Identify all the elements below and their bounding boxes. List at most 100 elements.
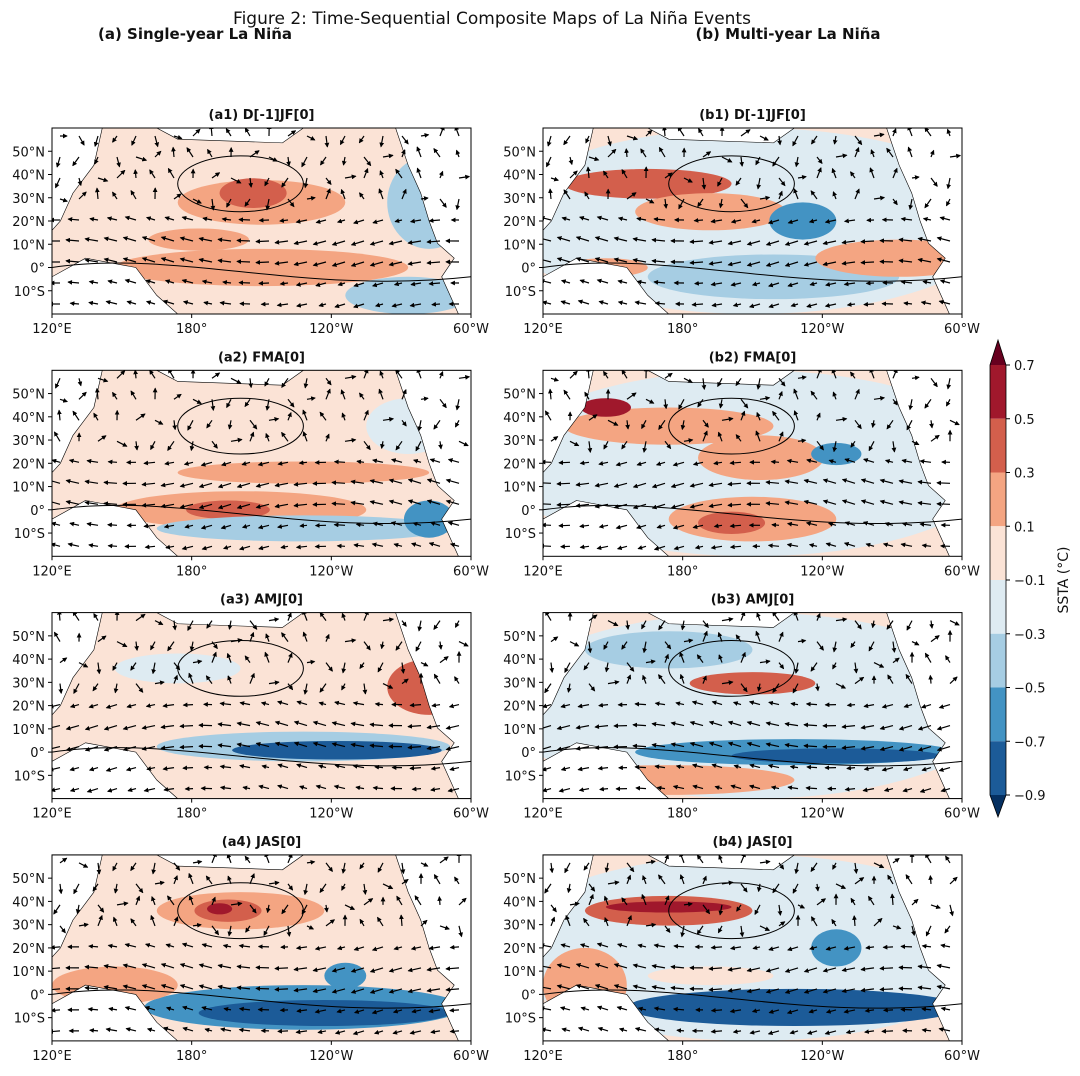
wind-arrow — [183, 705, 193, 706]
wind-arrow — [635, 767, 646, 768]
x-tick-label: 60°W — [453, 807, 489, 822]
y-tick-label: 0° — [30, 262, 45, 277]
wind-arrow — [135, 170, 136, 178]
wind-arrow — [89, 946, 98, 947]
wind-arrow — [633, 725, 646, 726]
x-tick-label: 180° — [667, 322, 698, 337]
x-tick-label: 60°W — [944, 1049, 980, 1064]
ssta-contour — [677, 1004, 928, 1023]
wind-arrow — [183, 768, 193, 769]
wind-arrow — [335, 462, 345, 463]
x-tick-label: 60°W — [453, 322, 489, 337]
colorbar-tick-label: −0.5 — [1014, 682, 1046, 697]
colorbar-segment — [990, 634, 1006, 688]
colorbar-extend — [990, 340, 1006, 365]
ssta-contour — [690, 672, 816, 694]
wind-arrow — [848, 705, 855, 706]
map — [10, 852, 513, 1041]
colorbar-label: SSTA (°C) — [1056, 547, 1072, 614]
wind-arrow — [450, 1010, 459, 1011]
y-tick-label: 40°N — [503, 895, 536, 910]
x-tick-label: 180° — [667, 564, 698, 579]
panel-title: (b2) FMA[0] — [709, 350, 797, 365]
y-tick-label: 40°N — [503, 169, 536, 184]
wind-arrow — [807, 767, 817, 768]
wind-arrow — [626, 149, 627, 157]
map — [501, 853, 1004, 1041]
wind-arrow — [108, 462, 117, 463]
colorbar-tick-label: −0.7 — [1014, 735, 1046, 750]
wind-arrow — [861, 262, 874, 263]
colorbar-tick-label: 0.5 — [1014, 413, 1035, 428]
y-tick-label: 10°S — [14, 285, 45, 300]
wind-arrow — [90, 1030, 98, 1031]
wind-arrow — [439, 897, 440, 905]
y-tick-label: 50°N — [503, 145, 536, 160]
x-tick-label: 120°W — [309, 564, 353, 579]
colorbar-segment — [990, 473, 1006, 527]
figure-title: Figure 2: Time-Sequential Composite Maps… — [233, 9, 751, 29]
map — [501, 126, 1004, 314]
wind-arrow — [930, 676, 931, 684]
map — [10, 369, 513, 557]
ssta-contour — [199, 1000, 450, 1026]
wind-arrow — [694, 220, 703, 221]
map — [10, 610, 513, 798]
x-tick-label: 120°W — [309, 1049, 353, 1064]
x-tick-label: 180° — [176, 1049, 207, 1064]
wind-arrow — [692, 304, 703, 305]
colorbar-segment — [990, 688, 1006, 742]
colorbar-tick-label: 0.3 — [1014, 467, 1035, 482]
x-tick-label: 180° — [176, 322, 207, 337]
y-tick-label: 0° — [30, 988, 45, 1003]
wind-arrow — [70, 303, 79, 304]
wind-arrow — [633, 746, 646, 747]
wind-arrow — [299, 462, 307, 463]
wind-arrow — [334, 525, 345, 526]
wind-arrow — [180, 726, 193, 727]
wind-arrow — [450, 947, 459, 948]
wind-arrow — [559, 462, 570, 463]
wind-arrow — [375, 767, 383, 768]
x-tick-label: 120°W — [800, 564, 844, 579]
colorbar-segment — [990, 580, 1006, 634]
y-tick-label: 10°N — [12, 481, 45, 496]
x-tick-label: 120°E — [32, 807, 72, 822]
wind-arrow — [538, 483, 551, 484]
wind-arrow — [557, 483, 570, 484]
ssta-contour — [324, 963, 366, 989]
colorbar-segment — [990, 526, 1006, 580]
wind-arrow — [51, 1010, 60, 1011]
wind-arrow — [332, 482, 345, 483]
y-tick-label: 0° — [30, 504, 45, 519]
colorbar-segment — [990, 365, 1006, 419]
x-tick-label: 60°W — [944, 807, 980, 822]
wind-arrow — [412, 789, 421, 790]
y-tick-label: 10°N — [12, 965, 45, 980]
y-tick-label: 0° — [521, 262, 536, 277]
colorbar-tick-label: 0.7 — [1014, 359, 1035, 374]
y-tick-label: 0° — [521, 746, 536, 761]
y-tick-label: 30°N — [12, 434, 45, 449]
wind-arrow — [635, 704, 646, 705]
y-tick-label: 10°N — [503, 238, 536, 253]
colorbar-segment — [990, 741, 1006, 795]
y-tick-label: 30°N — [503, 434, 536, 449]
wind-arrow — [899, 967, 912, 968]
x-tick-label: 120°W — [800, 807, 844, 822]
y-tick-label: 20°N — [12, 457, 45, 472]
y-tick-label: 10°N — [503, 481, 536, 496]
ssta-contour — [148, 228, 249, 250]
wind-arrow — [854, 916, 855, 926]
wind-arrow — [930, 876, 931, 884]
y-tick-label: 30°N — [12, 676, 45, 691]
ssta-contour — [581, 398, 631, 417]
y-tick-label: 20°N — [503, 942, 536, 957]
y-tick-label: 50°N — [12, 872, 45, 887]
colorbar-tick-label: −0.3 — [1014, 628, 1046, 643]
ssta-contour — [769, 202, 836, 239]
wind-arrow — [332, 503, 345, 504]
x-tick-label: 120°E — [32, 1049, 72, 1064]
y-tick-label: 10°S — [505, 1012, 536, 1027]
